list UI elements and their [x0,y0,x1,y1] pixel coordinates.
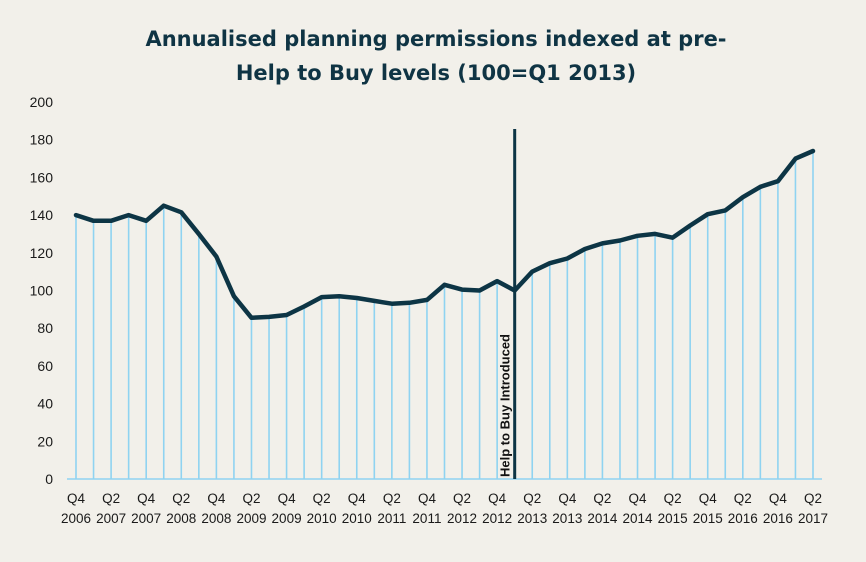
y-tick-label: 200 [30,94,54,110]
x-tick-label-quarter: Q2 [172,491,190,506]
x-tick-label-quarter: Q2 [383,491,401,506]
x-tick-label-year: 2016 [728,511,758,526]
y-tick-label: 20 [37,433,53,449]
annotation: Help to Buy Introduced [498,129,517,479]
series-line [73,148,816,321]
x-tick-label-year: 2012 [482,511,512,526]
x-tick-label-year: 2015 [658,511,688,526]
x-axis: Q4 2006 Q2 2007 Q4 2007 Q2 2008 Q4 2008 Q2 2009 Q4 20… [61,491,828,526]
x-tick-label-year: 2012 [447,511,477,526]
title-line-2: Help to Buy levels (100=Q1 2013) [236,61,636,85]
x-tick-label-year: 2017 [798,511,828,526]
y-tick-label: 0 [45,471,53,487]
y-axis: 0 20 40 60 80 100 120 140 160 180 200 [30,94,54,487]
x-tick-label-quarter: Q4 [348,491,367,506]
x-tick-label-quarter: Q4 [418,491,437,506]
x-tick-label-year: 2011 [412,511,441,526]
x-tick-label-year: 2016 [763,511,793,526]
y-tick-label: 160 [30,169,54,185]
y-tick-label: 140 [30,207,54,223]
x-tick-label-quarter: Q2 [242,491,260,506]
x-tick-label-year: 2011 [377,511,406,526]
y-tick-label: 100 [30,283,54,299]
x-tick-label-quarter: Q2 [313,491,331,506]
x-tick-label-quarter: Q2 [664,491,682,506]
x-tick-label-quarter: Q4 [67,491,86,506]
x-tick-label-quarter: Q4 [278,491,297,506]
y-tick-label: 40 [37,396,53,412]
title-line-1: Annualised planning permissions indexed … [145,27,726,51]
x-tick-label-year: 2010 [342,511,372,526]
drop-lines [75,151,814,479]
x-tick-label-quarter: Q4 [137,491,156,506]
y-tick-label: 180 [30,132,54,148]
y-tick-label: 120 [30,245,54,261]
x-tick-label-year: 2013 [517,511,547,526]
x-tick-label-quarter: Q2 [102,491,120,506]
x-tick-label-quarter: Q4 [629,491,648,506]
x-tick-label-year: 2008 [201,511,231,526]
x-tick-label-year: 2014 [623,511,654,526]
x-tick-label-quarter: Q4 [558,491,577,506]
x-tick-label-quarter: Q4 [207,491,226,506]
chart-title: Annualised planning permissions indexed … [145,27,726,85]
x-tick-label-quarter: Q4 [769,491,788,506]
x-tick-label-year: 2015 [693,511,723,526]
y-tick-label: 80 [37,320,53,336]
x-tick-label-quarter: Q2 [804,491,822,506]
x-tick-label-year: 2007 [131,511,161,526]
x-tick-label-quarter: Q2 [593,491,611,506]
x-tick-label-year: 2008 [166,511,196,526]
x-tick-label-year: 2006 [61,511,91,526]
x-tick-label-year: 2013 [552,511,582,526]
x-tick-label-year: 2014 [587,511,618,526]
x-tick-label-year: 2007 [96,511,126,526]
x-tick-label-year: 2010 [307,511,337,526]
x-tick-label-year: 2009 [236,511,266,526]
x-tick-label-quarter: Q2 [453,491,471,506]
x-tick-label-year: 2009 [272,511,302,526]
x-tick-label-quarter: Q2 [523,491,541,506]
series-polyline [73,148,816,321]
y-tick-label: 60 [37,358,53,374]
x-tick-label-quarter: Q4 [699,491,718,506]
x-tick-label-quarter: Q2 [734,491,752,506]
x-tick-label-quarter: Q4 [488,491,507,506]
help-to-buy-label: Help to Buy Introduced [498,334,513,477]
